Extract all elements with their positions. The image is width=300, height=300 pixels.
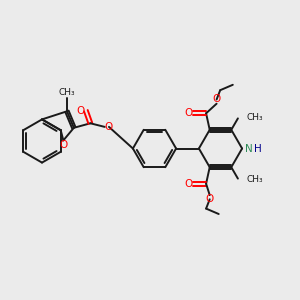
Text: CH₃: CH₃ xyxy=(246,113,263,122)
Text: O: O xyxy=(184,108,193,118)
Text: O: O xyxy=(206,194,214,204)
Text: CH₃: CH₃ xyxy=(246,175,263,184)
Text: O: O xyxy=(184,179,193,189)
Text: O: O xyxy=(105,122,113,132)
Text: H: H xyxy=(254,143,262,154)
Text: CH₃: CH₃ xyxy=(58,88,75,97)
Text: O: O xyxy=(76,106,85,116)
Text: O: O xyxy=(59,140,68,150)
Text: O: O xyxy=(212,94,221,104)
Text: N: N xyxy=(245,143,253,154)
